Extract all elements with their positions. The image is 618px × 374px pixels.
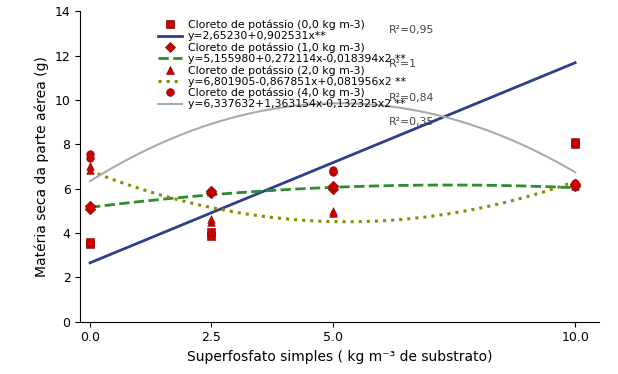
Point xyxy=(328,183,337,189)
Point xyxy=(85,206,95,212)
Point xyxy=(570,141,580,147)
Text: R²=0,95: R²=0,95 xyxy=(389,25,434,35)
Point xyxy=(570,180,580,186)
Point xyxy=(328,169,337,175)
Point xyxy=(206,215,216,221)
Point xyxy=(328,208,337,214)
Point xyxy=(206,189,216,195)
Point xyxy=(85,151,95,157)
Point xyxy=(206,190,216,196)
Text: R²=0,35: R²=0,35 xyxy=(389,117,434,127)
Point xyxy=(570,183,580,189)
Point xyxy=(206,233,216,239)
Point xyxy=(85,239,95,245)
Point xyxy=(328,167,337,173)
Point xyxy=(570,180,580,186)
Point xyxy=(85,167,95,173)
Point xyxy=(85,203,95,209)
Point xyxy=(206,219,216,225)
Point xyxy=(328,186,337,191)
Point xyxy=(328,210,337,216)
Point xyxy=(570,183,580,189)
Point xyxy=(570,183,580,189)
Y-axis label: Matéria seca da parte aérea (g): Matéria seca da parte aérea (g) xyxy=(35,56,49,277)
Point xyxy=(570,181,580,187)
X-axis label: Superfosfato simples ( kg m⁻³ de substrato): Superfosfato simples ( kg m⁻³ de substra… xyxy=(187,350,493,364)
Point xyxy=(85,241,95,247)
Point xyxy=(85,154,95,160)
Legend: Cloreto de potássio (0,0 kg m-3), y=2,65230+0,902531x**, Cloreto de potássio (1,: Cloreto de potássio (0,0 kg m-3), y=2,65… xyxy=(158,20,405,109)
Text: R²=0,84: R²=0,84 xyxy=(389,94,434,104)
Point xyxy=(570,139,580,145)
Text: R²=1: R²=1 xyxy=(389,59,417,69)
Point xyxy=(206,229,216,235)
Point xyxy=(206,188,216,194)
Point xyxy=(85,163,95,169)
